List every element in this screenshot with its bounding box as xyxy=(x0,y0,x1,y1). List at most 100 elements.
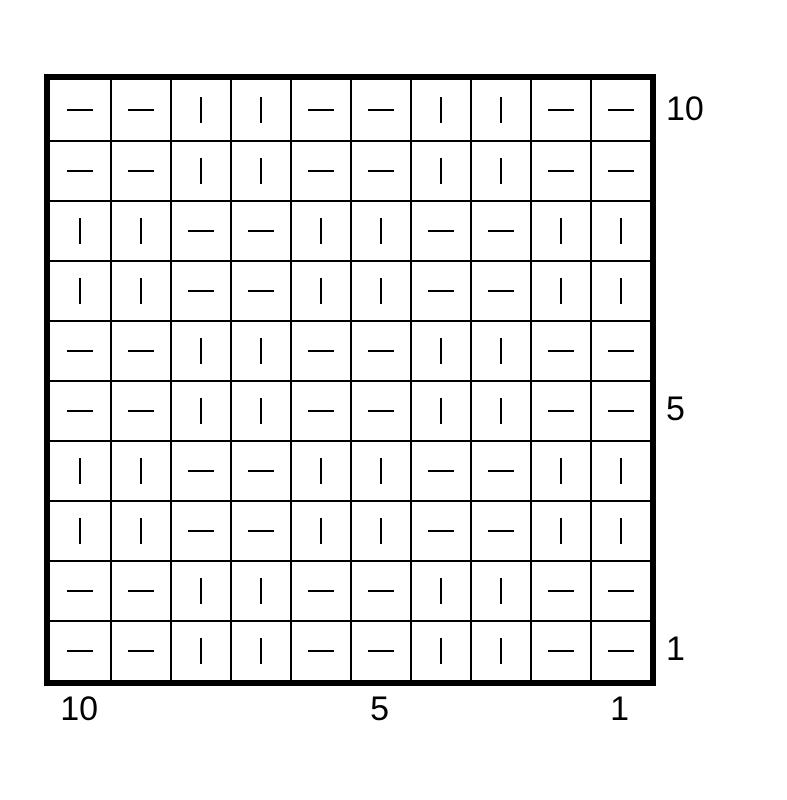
grid-cell xyxy=(170,80,230,140)
stitch-dash-icon xyxy=(428,530,454,532)
grid-cell xyxy=(410,260,470,320)
stitch-dash-icon xyxy=(368,410,394,412)
stitch-dash-icon xyxy=(248,470,274,472)
stitch-tick-icon xyxy=(500,97,502,123)
stitch-dash-icon xyxy=(368,350,394,352)
stitch-dash-icon xyxy=(368,109,394,111)
grid-cell xyxy=(170,140,230,200)
grid-cell xyxy=(530,140,590,200)
stitch-tick-icon xyxy=(140,278,142,304)
grid-cell xyxy=(350,380,410,440)
stitch-dash-icon xyxy=(128,650,154,652)
stitch-tick-icon xyxy=(500,338,502,364)
stitch-dash-icon xyxy=(308,170,334,172)
grid-cell xyxy=(110,380,170,440)
grid-cell xyxy=(350,320,410,380)
grid-cell xyxy=(530,500,590,560)
stitch-dash-icon xyxy=(608,590,634,592)
grid-cell xyxy=(110,260,170,320)
stitch-dash-icon xyxy=(128,109,154,111)
grid-cell xyxy=(110,440,170,500)
stitch-dash-icon xyxy=(548,590,574,592)
grid-cell xyxy=(470,500,530,560)
stitch-tick-icon xyxy=(260,338,262,364)
grid-cell xyxy=(170,560,230,620)
stitch-tick-icon xyxy=(79,278,81,304)
stitch-dash-icon xyxy=(488,230,514,232)
grid-cell xyxy=(470,620,530,680)
grid-cell xyxy=(410,80,470,140)
grid-cell xyxy=(410,380,470,440)
stitch-dash-icon xyxy=(488,470,514,472)
grid-cell xyxy=(590,200,650,260)
stitch-tick-icon xyxy=(320,278,322,304)
stitch-dash-icon xyxy=(548,170,574,172)
stitch-dash-icon xyxy=(188,230,214,232)
stitch-tick-icon xyxy=(140,458,142,484)
grid-cell xyxy=(350,200,410,260)
grid-cell xyxy=(590,320,650,380)
grid-cell xyxy=(350,560,410,620)
grid-cell xyxy=(470,440,530,500)
stitch-tick-icon xyxy=(500,158,502,184)
stitch-tick-icon xyxy=(620,218,622,244)
stitch-tick-icon xyxy=(380,458,382,484)
grid-cell xyxy=(230,140,290,200)
grid-cell xyxy=(50,260,110,320)
grid-cell xyxy=(110,80,170,140)
grid-cell xyxy=(290,440,350,500)
stitch-tick-icon xyxy=(200,578,202,604)
stitch-dash-icon xyxy=(608,109,634,111)
grid-cell xyxy=(50,380,110,440)
stitch-dash-icon xyxy=(67,410,93,412)
stitch-tick-icon xyxy=(260,638,262,664)
grid-cell xyxy=(290,260,350,320)
col-label: 5 xyxy=(370,690,389,729)
grid-cell xyxy=(590,80,650,140)
stitch-dash-icon xyxy=(188,530,214,532)
stitch-tick-icon xyxy=(320,218,322,244)
grid-cell xyxy=(290,380,350,440)
stitch-tick-icon xyxy=(380,278,382,304)
grid-cell xyxy=(350,140,410,200)
stitch-tick-icon xyxy=(620,458,622,484)
grid-cell xyxy=(470,320,530,380)
grid-cell xyxy=(350,260,410,320)
grid-cell xyxy=(290,500,350,560)
grid-cell xyxy=(110,320,170,380)
col-label: 10 xyxy=(60,690,98,729)
stitch-dash-icon xyxy=(248,530,274,532)
grid-cell xyxy=(590,440,650,500)
stitch-tick-icon xyxy=(440,398,442,424)
stitch-tick-icon xyxy=(560,458,562,484)
grid-cell xyxy=(530,320,590,380)
grid-cell xyxy=(590,380,650,440)
stitch-tick-icon xyxy=(440,338,442,364)
grid-cell xyxy=(410,200,470,260)
stitch-tick-icon xyxy=(200,97,202,123)
stitch-tick-icon xyxy=(560,218,562,244)
stitch-dash-icon xyxy=(248,230,274,232)
stitch-dash-icon xyxy=(428,230,454,232)
stitch-dash-icon xyxy=(428,290,454,292)
stitch-tick-icon xyxy=(260,398,262,424)
stitch-tick-icon xyxy=(260,97,262,123)
stitch-dash-icon xyxy=(548,350,574,352)
grid-cell xyxy=(230,620,290,680)
stitch-tick-icon xyxy=(79,218,81,244)
stitch-tick-icon xyxy=(140,218,142,244)
stitch-dash-icon xyxy=(488,290,514,292)
grid-cell xyxy=(50,320,110,380)
stitch-dash-icon xyxy=(428,470,454,472)
stitch-tick-icon xyxy=(560,278,562,304)
grid-cell xyxy=(230,80,290,140)
grid-cell xyxy=(290,620,350,680)
stitch-dash-icon xyxy=(368,590,394,592)
stitch-dash-icon xyxy=(67,650,93,652)
stitch-dash-icon xyxy=(67,350,93,352)
stitch-dash-icon xyxy=(608,350,634,352)
stitch-dash-icon xyxy=(548,650,574,652)
grid-cell xyxy=(350,440,410,500)
stitch-tick-icon xyxy=(320,458,322,484)
grid-cell xyxy=(350,500,410,560)
